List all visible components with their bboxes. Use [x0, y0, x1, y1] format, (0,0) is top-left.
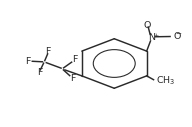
Text: F: F — [72, 55, 78, 64]
Text: F: F — [37, 68, 42, 77]
Text: O: O — [174, 32, 181, 41]
Text: +: + — [153, 33, 158, 38]
Text: N: N — [148, 33, 155, 42]
Text: O: O — [144, 21, 151, 30]
Text: CH$_3$: CH$_3$ — [156, 75, 175, 87]
Text: F: F — [46, 47, 51, 56]
Text: F: F — [25, 57, 31, 66]
Text: −: − — [176, 31, 182, 37]
Text: F: F — [70, 74, 76, 83]
